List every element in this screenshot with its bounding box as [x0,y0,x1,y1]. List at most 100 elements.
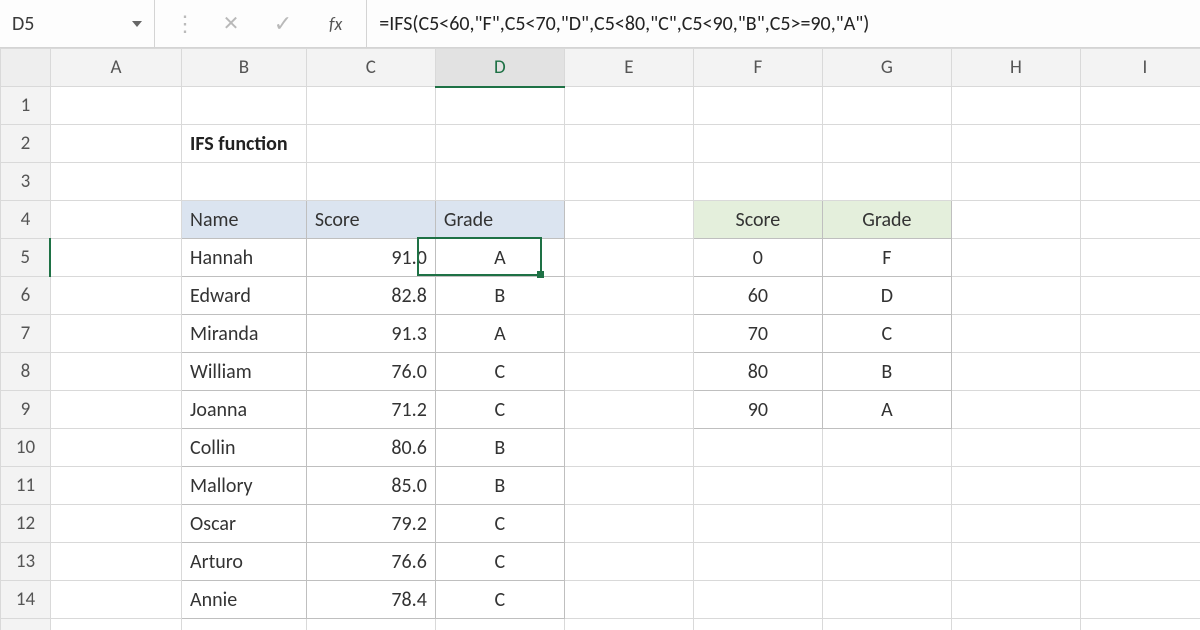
row-header[interactable]: 9 [1,391,51,429]
cell[interactable] [564,315,693,353]
cell[interactable] [822,581,951,619]
cell[interactable]: B [435,429,564,467]
cell[interactable] [50,201,181,239]
cell[interactable]: Score [306,201,435,239]
cell[interactable]: 70 [693,315,822,353]
cell[interactable] [435,619,564,630]
column-header[interactable]: A [50,49,181,87]
cell[interactable] [50,543,181,581]
cell[interactable] [693,125,822,163]
cell[interactable] [564,201,693,239]
formula-input[interactable]: =IFS(C5<60,"F",C5<70,"D",C5<80,"C",C5<90… [366,0,1200,47]
cell[interactable] [564,619,693,630]
cell[interactable]: 79.2 [306,505,435,543]
cell[interactable]: 76.0 [306,353,435,391]
cell[interactable] [564,467,693,505]
cell[interactable]: D [822,277,951,315]
cell[interactable] [693,543,822,581]
cell[interactable] [1080,429,1200,467]
cell[interactable] [951,277,1080,315]
cell[interactable] [50,353,181,391]
cell[interactable] [564,277,693,315]
cell[interactable] [1080,619,1200,630]
row-header[interactable]: 13 [1,543,51,581]
cell[interactable] [564,581,693,619]
cell[interactable] [1080,315,1200,353]
spreadsheet-grid[interactable]: ABCDEFGHI 12IFS function34NameScoreGrade… [0,48,1200,630]
cell[interactable]: 76.6 [306,543,435,581]
cell[interactable]: 90 [693,391,822,429]
cell[interactable] [693,505,822,543]
cell[interactable] [693,87,822,125]
cell[interactable]: 71.2 [306,391,435,429]
cell[interactable]: 85.0 [306,467,435,505]
cell[interactable]: C [435,543,564,581]
cell[interactable]: B [435,467,564,505]
confirm-icon[interactable]: ✓ [271,10,295,37]
cell[interactable] [182,87,307,125]
cell[interactable] [1080,543,1200,581]
cell[interactable]: F [822,239,951,277]
cell[interactable] [50,619,181,630]
cell[interactable]: A [435,239,564,277]
cell[interactable]: 60 [693,277,822,315]
cell[interactable] [306,125,435,163]
cell[interactable]: A [435,315,564,353]
cell[interactable]: B [435,277,564,315]
cell[interactable]: Hannah [182,239,307,277]
cell[interactable]: Arturo [182,543,307,581]
cell[interactable]: William [182,353,307,391]
cell[interactable] [1080,277,1200,315]
cell[interactable] [182,619,307,630]
cell[interactable]: 78.4 [306,581,435,619]
cell[interactable]: Score [693,201,822,239]
cell[interactable] [435,87,564,125]
cell[interactable] [564,543,693,581]
cell[interactable] [822,87,951,125]
cell[interactable] [564,391,693,429]
select-all-corner[interactable] [1,49,51,87]
cell[interactable] [50,505,181,543]
cell[interactable] [693,429,822,467]
column-header[interactable]: G [822,49,951,87]
cell[interactable] [822,467,951,505]
cell[interactable] [306,87,435,125]
cell[interactable]: 91.0 [306,239,435,277]
cell[interactable] [822,429,951,467]
column-header[interactable]: D [435,49,564,87]
cell[interactable]: C [435,391,564,429]
cell[interactable]: IFS function [182,125,307,163]
cell[interactable]: Oscar [182,505,307,543]
column-header[interactable]: I [1080,49,1200,87]
cell[interactable] [951,125,1080,163]
cell[interactable]: C [435,581,564,619]
cell[interactable]: 80.6 [306,429,435,467]
row-header[interactable]: 8 [1,353,51,391]
row-header[interactable]: 6 [1,277,51,315]
cell[interactable] [951,353,1080,391]
column-header[interactable]: F [693,49,822,87]
row-header[interactable]: 15 [1,619,51,630]
cell[interactable] [951,619,1080,630]
name-box[interactable]: D5 [0,0,155,47]
cell[interactable] [951,163,1080,201]
cell[interactable] [50,429,181,467]
cell[interactable]: Joanna [182,391,307,429]
row-header[interactable]: 7 [1,315,51,353]
cell[interactable] [50,163,181,201]
cell[interactable] [951,543,1080,581]
cell[interactable] [822,163,951,201]
cell[interactable]: Grade [435,201,564,239]
row-header[interactable]: 1 [1,87,51,125]
cell[interactable] [1080,125,1200,163]
cancel-icon[interactable]: ✕ [219,11,243,36]
row-header[interactable]: 10 [1,429,51,467]
cell[interactable] [50,391,181,429]
cell[interactable]: B [822,353,951,391]
cell[interactable]: Miranda [182,315,307,353]
cell[interactable] [951,315,1080,353]
cell[interactable]: C [435,505,564,543]
row-header[interactable]: 14 [1,581,51,619]
cell[interactable] [1080,87,1200,125]
cell[interactable] [564,125,693,163]
